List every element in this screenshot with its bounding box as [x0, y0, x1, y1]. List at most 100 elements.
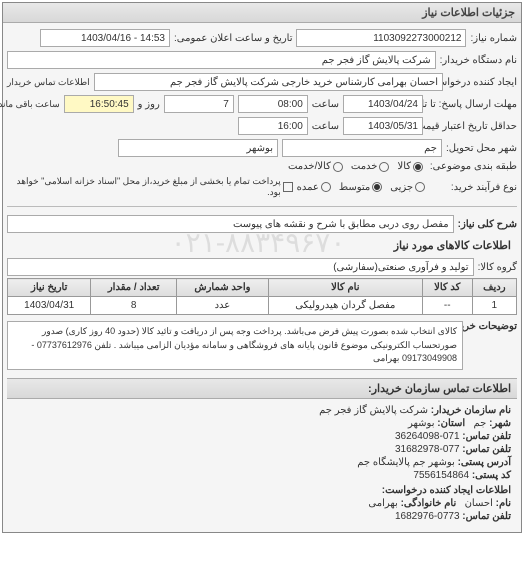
c-city: جم — [474, 418, 487, 429]
row-need-no: شماره نیاز: 1103092273000212 تاریخ و ساع… — [7, 27, 517, 49]
c-cphone-label: تلفن تماس: — [462, 511, 511, 522]
cell-date: 1403/04/31 — [8, 297, 91, 315]
delivery-province: بوشهر — [118, 139, 278, 157]
col-unit: واحد شمارش — [177, 279, 269, 297]
cell-name: مفصل گردان هیدرولیکی — [268, 297, 422, 315]
cell-unit: عدد — [177, 297, 269, 315]
c-fax-label: تلفن تماس: — [462, 444, 511, 455]
col-name: نام کالا — [268, 279, 422, 297]
row-creator: ایجاد کننده درخواست: احسان بهرامی کارشنا… — [7, 71, 517, 93]
creator-contact-header: اطلاعات ایجاد کننده درخواست: — [13, 485, 511, 496]
row-org: نام دستگاه خریدار: شرکت پالایش گاز فجر ج… — [7, 49, 517, 71]
buyer-notes-text: کالای انتخاب شده بصورت پیش فرض می‌باشد. … — [7, 321, 463, 370]
c-lname-label: نام خانوادگی: — [401, 498, 457, 509]
table-header-row: ردیف کد کالا نام کالا واحد شمارش تعداد /… — [8, 279, 517, 297]
cell-code: -- — [422, 297, 472, 315]
radio-dot-small — [415, 182, 425, 192]
c-phone: 071-36264098 — [395, 431, 460, 442]
col-row: ردیف — [472, 279, 516, 297]
validity-time: 16:00 — [238, 117, 308, 135]
time-label-2: ساعت — [312, 121, 339, 132]
c-pcode: 7556154864 — [413, 470, 469, 481]
contact-header: اطلاعات تماس سازمان خریدار: — [7, 378, 517, 399]
cell-row: 1 — [472, 297, 516, 315]
radio-large[interactable]: عمده — [297, 182, 331, 193]
creator-label: ایجاد کننده درخواست: — [447, 77, 517, 88]
need-details-panel: جزئیات اطلاعات نیاز شماره نیاز: 11030922… — [2, 2, 522, 533]
c-pcode-label: کد پستی: — [472, 470, 511, 481]
c-org: شرکت پالایش گاز فجر جم — [319, 405, 428, 416]
col-qty: تعداد / مقدار — [91, 279, 177, 297]
need-no-label: شماره نیاز: — [470, 33, 517, 44]
row-validity: حداقل تاریخ اعتبار قیمت: تا تاریخ: 1403/… — [7, 115, 517, 137]
c-prov: بوشهر — [408, 418, 434, 429]
need-no-field: 1103092273000212 — [296, 29, 466, 47]
deadline-date: 1403/04/24 — [343, 95, 423, 113]
items-header: اطلاعات کالاهای مورد نیاز — [7, 235, 517, 256]
table-row: 1 -- مفصل گردان هیدرولیکی عدد 8 1403/04/… — [8, 297, 517, 315]
radio-dot-medium — [372, 182, 382, 192]
c-phone-label: تلفن تماس: — [462, 431, 511, 442]
group-field: تولید و فرآوری صنعتی(سفارشی) — [7, 258, 474, 276]
need-summary-label: شرح کلی نیاز: — [458, 219, 517, 230]
remaining-suffix: ساعت باقی مانده — [0, 99, 60, 110]
c-org-label: نام سازمان خریدار: — [431, 405, 511, 416]
c-name: احسان — [465, 498, 493, 509]
buyer-notes-label: توضیحات خریدار: — [467, 321, 517, 332]
radio-service[interactable]: خدمت — [351, 161, 390, 172]
deadline-time: 08:00 — [238, 95, 308, 113]
row-buyer-notes: توضیحات خریدار: کالای انتخاب شده بصورت پ… — [7, 319, 517, 372]
cell-qty: 8 — [91, 297, 177, 315]
row-deadline: مهلت ارسال پاسخ: تا تاریخ: 1403/04/24 سا… — [7, 93, 517, 115]
c-addr: بوشهر جم پالایشگاه جم — [357, 457, 455, 468]
validity-date: 1403/05/31 — [343, 117, 423, 135]
row-subject-type: طبقه بندی موضوعی: کالا خدمت کالا/خدمت — [7, 159, 517, 174]
remaining-time: 16:50:45 — [64, 95, 134, 113]
panel-title: جزئیات اطلاعات نیاز — [3, 3, 521, 23]
announce-field: 14:53 - 1403/04/16 — [40, 29, 170, 47]
contact-block: نام سازمان خریدار: شرکت پالایش گاز فجر ج… — [7, 399, 517, 528]
process-label: نوع فرآیند خرید: — [429, 182, 517, 193]
radio-dot-goods-service — [333, 162, 343, 172]
creator-field: احسان بهرامی کارشناس خرید خارجی شرکت پال… — [94, 73, 443, 91]
deadline-label: مهلت ارسال پاسخ: تا تاریخ: — [427, 99, 517, 110]
c-addr-label: آدرس پستی: — [458, 457, 511, 468]
checkbox-process-note — [283, 182, 293, 192]
org-label: نام دستگاه خریدار: — [440, 55, 517, 66]
time-label-1: ساعت — [312, 99, 339, 110]
row-delivery: شهر محل تحویل: جم بوشهر — [7, 137, 517, 159]
row-group: گروه کالا: تولید و فرآوری صنعتی(سفارشی) — [7, 256, 517, 278]
process-note-check[interactable]: پرداخت تمام یا بخشی از مبلغ خرید،از محل … — [7, 176, 293, 198]
col-code: کد کالا — [422, 279, 472, 297]
validity-label: حداقل تاریخ اعتبار قیمت: تا تاریخ: — [427, 121, 517, 132]
row-need-summary: شرح کلی نیاز: مفصل روی دربی مطابق با شرح… — [7, 213, 517, 235]
delivery-city-label: شهر محل تحویل: — [446, 143, 517, 154]
process-group: جزیی متوسط عمده — [297, 182, 426, 193]
radio-dot-service — [379, 162, 389, 172]
row-process: نوع فرآیند خرید: جزیی متوسط عمده پرداخت … — [7, 174, 517, 200]
c-prov-label: استان: — [437, 418, 465, 429]
radio-goods-service[interactable]: کالا/خدمت — [288, 161, 343, 172]
subject-type-group: کالا خدمت کالا/خدمت — [288, 161, 423, 172]
panel-body: شماره نیاز: 1103092273000212 تاریخ و ساع… — [3, 23, 521, 532]
c-city-label: شهر: — [489, 418, 511, 429]
radio-goods[interactable]: کالا — [397, 161, 423, 172]
group-label: گروه کالا: — [478, 262, 517, 273]
org-field: شرکت پالایش گاز فجر جم — [7, 51, 436, 69]
radio-small[interactable]: جزیی — [390, 182, 425, 193]
days-label: روز و — [138, 99, 160, 110]
c-name-label: نام: — [496, 498, 511, 509]
announce-label: تاریخ و ساعت اعلان عمومی: — [174, 33, 293, 44]
col-date: تاریخ نیاز — [8, 279, 91, 297]
remaining-days: 7 — [164, 95, 234, 113]
need-summary-field: مفصل روی دربی مطابق با شرح و نقشه های پی… — [7, 215, 454, 233]
delivery-city: جم — [282, 139, 442, 157]
c-fax: 077-31682978 — [395, 444, 460, 455]
creator-contact-link[interactable]: اطلاعات تماس خریدار — [7, 77, 90, 88]
items-table: ردیف کد کالا نام کالا واحد شمارش تعداد /… — [7, 278, 517, 315]
radio-dot-large — [321, 182, 331, 192]
subject-type-label: طبقه بندی موضوعی: — [427, 161, 517, 172]
c-lname: بهرامی — [368, 498, 397, 509]
c-cphone: 0773-1682976 — [395, 511, 460, 522]
radio-medium[interactable]: متوسط — [339, 182, 382, 193]
